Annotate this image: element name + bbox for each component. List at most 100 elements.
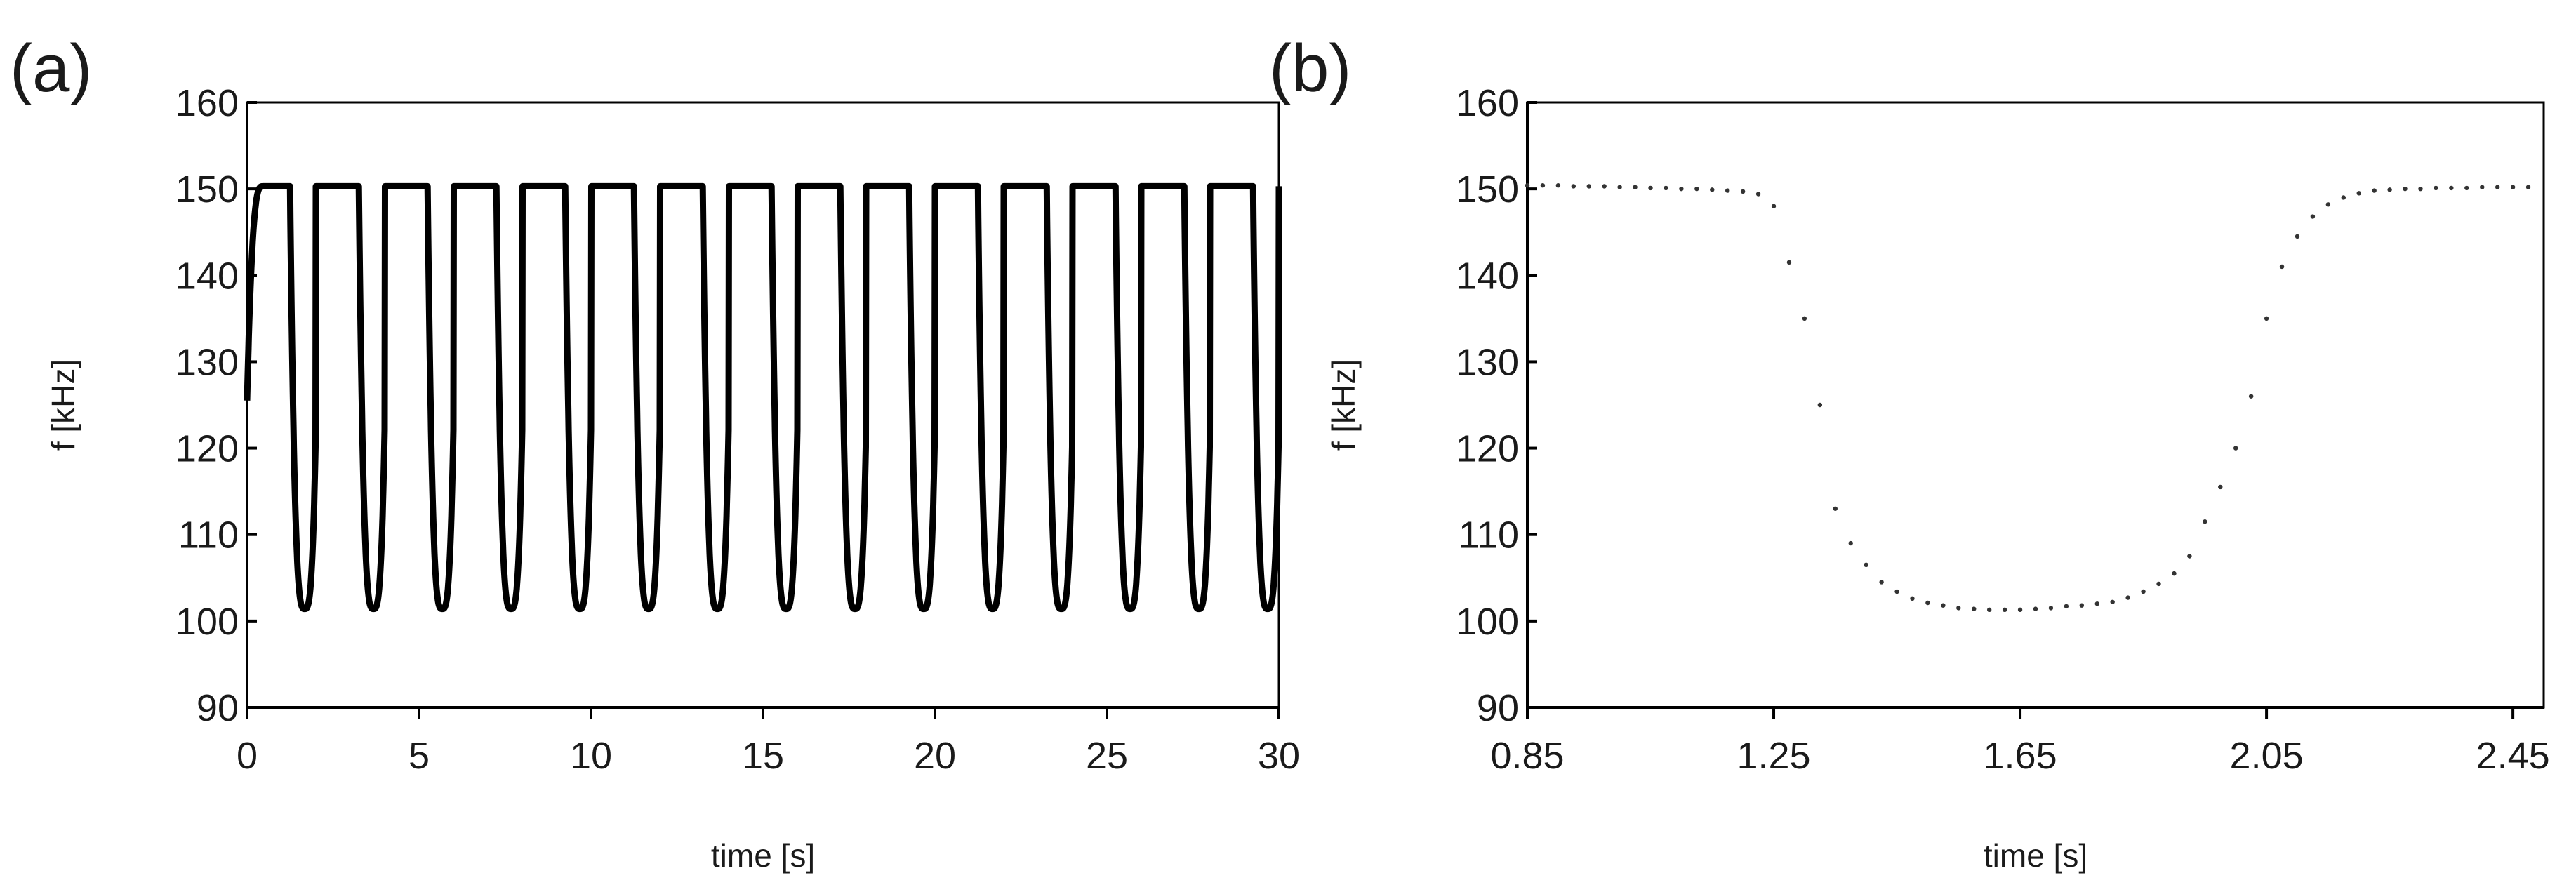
panel-b-data-point	[2495, 185, 2500, 189]
panel-b: (b) 90 100 110 120 130 140 150 160 0.85 1.25 1.65…	[1269, 31, 2550, 874]
panel-b-data-point	[1910, 596, 1915, 601]
panel-b-data-point	[2525, 185, 2531, 189]
panel-b-data-point	[1540, 183, 1546, 188]
panel-a-x-tick-label: 20	[914, 735, 956, 777]
panel-b-x-tick-label: 0.85	[1490, 735, 1564, 777]
panel-b-data-point	[1525, 183, 1530, 188]
panel-b-data-point	[2187, 554, 2192, 559]
panel-b-x-tick-label: 1.65	[1984, 735, 2057, 777]
panel-b-label: (b)	[1269, 31, 1351, 106]
panel-b-series	[1525, 183, 2531, 613]
panel-b-data-point	[1740, 189, 1746, 194]
panel-b-data-point	[2125, 595, 2130, 600]
panel-a-y-tick-label: 90	[197, 687, 239, 729]
panel-b-data-point	[2341, 195, 2346, 200]
panel-a-series	[244, 182, 1282, 613]
panel-b-data-point	[2464, 185, 2469, 191]
panel-b-data-point	[2449, 185, 2454, 191]
panel-b-data-point	[1925, 600, 1930, 606]
panel-b-data-point	[2172, 571, 2177, 576]
panel-a-y-tick-label: 100	[175, 601, 239, 643]
panel-a-x-tick-label: 5	[409, 735, 430, 777]
panel-a: (a) 90 100 110 120 130 140 150 160 0 5 10 15 20 25 30…	[10, 31, 1300, 874]
panel-a-x-axis-title: time [s]	[711, 837, 815, 874]
panel-b-data-point	[2141, 589, 2146, 594]
panel-b-data-point	[1755, 192, 1761, 197]
panel-b-data-point	[2156, 581, 2161, 587]
panel-b-data-point	[1986, 607, 1992, 613]
panel-b-data-point	[2094, 601, 2099, 606]
panel-a-x-tick-label: 15	[742, 735, 784, 777]
panel-b-data-point	[1725, 188, 1730, 193]
panel-a-series-line	[244, 182, 1282, 613]
panel-b-x-axis-title: time [s]	[1984, 837, 2087, 874]
panel-b-data-point	[2079, 603, 2085, 608]
panel-b-y-tick-label: 130	[1456, 341, 1519, 383]
panel-b-data-point	[2510, 185, 2516, 189]
panel-a-y-tick-label: 110	[178, 514, 239, 557]
panel-b-y-axis-title: f [kHz]	[1325, 359, 1362, 451]
panel-b-data-point	[2387, 187, 2392, 192]
panel-b-y-tick-label: 90	[1477, 687, 1519, 729]
panel-b-data-point	[1941, 603, 1946, 608]
panel-b-data-point	[2017, 607, 2023, 613]
panel-b-x-tick-label: 1.25	[1737, 735, 1810, 777]
panel-b-data-point	[1786, 260, 1792, 265]
panel-b-y-tick-label: 150	[1456, 168, 1519, 211]
panel-a-y-ticks: 90 100 110 120 130 140 150 160	[175, 82, 257, 729]
panel-b-data-point	[1571, 184, 1576, 189]
panel-b-y-tick-label: 100	[1456, 601, 1519, 643]
panel-b-data-point	[2403, 186, 2408, 192]
panel-b-data-point	[1864, 562, 1868, 568]
panel-b-y-tick-label: 140	[1456, 255, 1519, 297]
panel-b-y-tick-label: 110	[1459, 514, 1519, 557]
panel-b-data-point	[1648, 185, 1653, 191]
panel-b-data-point	[1617, 185, 1622, 189]
panel-b-data-point	[2002, 607, 2007, 613]
panel-b-data-point	[2064, 604, 2069, 609]
panel-b-data-point	[1771, 204, 1777, 208]
panel-a-y-tick-label: 130	[175, 341, 239, 383]
panel-b-x-tick-label: 2.05	[2230, 735, 2304, 777]
panel-b-data-point	[2325, 202, 2331, 207]
panel-b-data-point	[1694, 186, 1699, 192]
panel-b-data-point	[1633, 185, 1638, 189]
panel-b-data-point	[2295, 234, 2300, 239]
panel-a-y-tick-label: 160	[175, 82, 239, 124]
panel-b-data-point	[1555, 183, 1561, 188]
panel-b-x-ticks: 0.85 1.25 1.65 2.05 2.45	[1490, 707, 2550, 777]
panel-b-data-point	[2248, 394, 2254, 399]
panel-b-data-point	[1848, 540, 1853, 546]
panel-a-x-tick-label: 25	[1086, 735, 1128, 777]
panel-b-data-point	[1879, 580, 1884, 585]
panel-b-x-tick-label: 2.45	[2476, 735, 2550, 777]
panel-b-data-point	[2033, 606, 2038, 611]
panel-b-data-point	[2218, 484, 2223, 490]
panel-a-y-tick-label: 120	[175, 428, 239, 470]
panel-a-x-tick-label: 30	[1258, 735, 1300, 777]
panel-a-y-tick-label: 140	[175, 255, 239, 297]
panel-b-data-point	[2203, 519, 2207, 524]
panel-a-x-tick-label: 10	[570, 735, 612, 777]
panel-b-data-point	[1664, 185, 1668, 191]
panel-b-data-point	[2279, 264, 2285, 270]
panel-b-y-tick-label: 120	[1456, 428, 1519, 470]
panel-a-x-tick-label: 0	[237, 735, 258, 777]
panel-b-data-point	[2233, 446, 2238, 451]
panel-b-data-point	[2434, 185, 2438, 191]
panel-b-data-point	[2372, 188, 2377, 193]
panel-b-data-point	[2480, 185, 2485, 189]
panel-a-x-ticks: 0 5 10 15 20 25 30	[237, 707, 1300, 777]
panel-b-data-point	[1679, 186, 1684, 192]
panel-b-data-point	[1710, 187, 1715, 192]
panel-b-data-point	[1602, 184, 1607, 189]
panel-b-y-tick-label: 160	[1456, 82, 1519, 124]
panel-b-data-point	[2048, 606, 2054, 611]
panel-b-data-point	[1817, 402, 1823, 408]
panel-b-data-point	[2310, 214, 2316, 219]
panel-b-data-point	[1802, 316, 1807, 321]
panel-a-y-tick-label: 150	[175, 168, 239, 211]
panel-b-data-point	[2356, 191, 2361, 196]
panel-b-data-point	[1956, 606, 1961, 611]
